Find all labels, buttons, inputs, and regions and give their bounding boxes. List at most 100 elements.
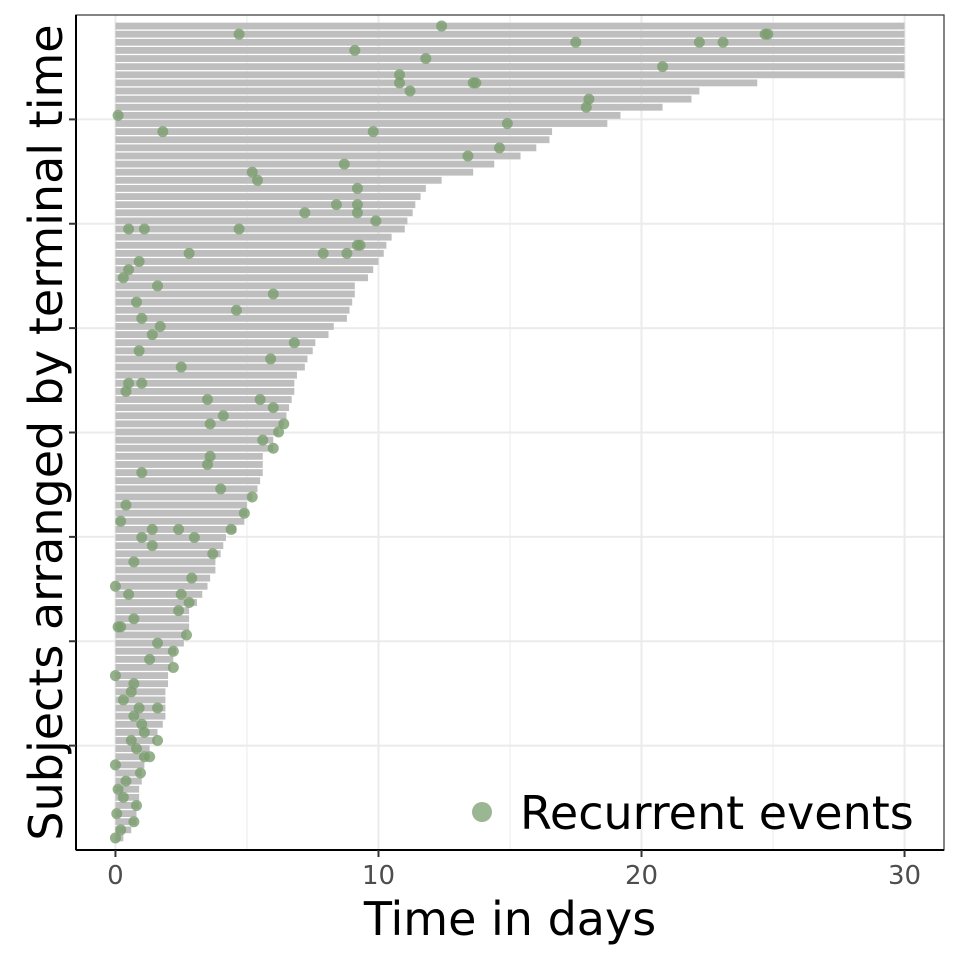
terminal-time-bar (115, 258, 379, 265)
recurrent-event-point (134, 767, 146, 779)
recurrent-event-point (217, 410, 229, 422)
terminal-time-bar (115, 298, 353, 306)
terminal-time-bar (115, 631, 187, 639)
terminal-time-bar (115, 266, 374, 274)
recurrent-event-point (299, 207, 311, 219)
terminal-time-bar (115, 753, 148, 761)
terminal-time-bar (115, 615, 190, 623)
recurrent-event-point (330, 199, 342, 211)
terminal-time-bar (115, 249, 384, 257)
terminal-time-bar (115, 802, 140, 809)
terminal-time-bar (115, 769, 142, 777)
terminal-time-bar (115, 509, 247, 517)
x-tick-label: 10 (362, 861, 395, 891)
terminal-time-bar (115, 696, 166, 704)
x-tick-label: 20 (625, 861, 658, 891)
recurrent-event-point (204, 418, 216, 430)
recurrent-event-point (186, 572, 198, 584)
recurrent-event-point (265, 353, 277, 365)
recurrent-event-point (215, 483, 227, 495)
terminal-time-bar (115, 47, 905, 54)
recurrent-event-point (144, 653, 156, 665)
terminal-time-bar (115, 339, 316, 347)
recurrent-event-point (133, 702, 145, 714)
recurrent-event-point (120, 775, 132, 787)
terminal-time-bar (115, 420, 284, 428)
terminal-time-bar (115, 574, 211, 582)
recurrent-event-point (338, 158, 350, 170)
recurrent-event-point (367, 126, 379, 138)
terminal-time-bar (115, 785, 140, 793)
recurrent-event-point (351, 207, 363, 219)
terminal-time-bar (115, 452, 263, 460)
terminal-time-bar (115, 371, 297, 379)
terminal-time-bar (115, 517, 245, 525)
terminal-time-bar (115, 404, 290, 412)
recurrent-event-point (470, 77, 482, 89)
terminal-time-bar (115, 558, 216, 566)
terminal-time-bar (115, 379, 295, 387)
terminal-time-bar (115, 136, 550, 144)
terminal-time-bar (115, 152, 521, 160)
recurrent-event-point (115, 515, 127, 527)
recurrent-event-point (115, 621, 127, 633)
recurrent-event-point (225, 523, 237, 535)
recurrent-event-point (462, 150, 474, 162)
recurrent-event-point (128, 613, 140, 625)
recurrent-event-point (180, 629, 192, 641)
terminal-time-bar (115, 607, 190, 615)
terminal-time-bar (115, 63, 905, 71)
recurrent-event-point (175, 588, 187, 600)
recurrent-event-point (173, 523, 185, 535)
recurrent-event-point (152, 702, 164, 714)
terminal-time-bar (115, 818, 137, 826)
legend: Recurrent events (472, 786, 914, 840)
terminal-time-bar (115, 55, 905, 62)
recurrent-event-point (278, 418, 290, 430)
recurrent-event-point (267, 442, 279, 454)
recurrent-event-point (394, 69, 406, 81)
recurrent-event-point (152, 280, 164, 292)
recurrent-event-point (123, 588, 135, 600)
recurrent-event-point (202, 394, 214, 406)
recurrent-event-point (109, 759, 121, 771)
terminal-time-bar (115, 647, 176, 655)
recurrent-event-point (136, 532, 148, 544)
terminal-time-bar (115, 477, 261, 485)
terminal-time-bar (115, 225, 405, 233)
terminal-time-bar (115, 363, 305, 371)
recurrent-event-point (117, 791, 129, 803)
recurrent-event-point (257, 434, 269, 446)
recurrent-event-point (117, 272, 129, 284)
terminal-time-bar (115, 412, 287, 420)
terminal-time-bar (115, 314, 347, 322)
terminal-time-bar (115, 688, 166, 696)
recurrent-event-point (351, 182, 363, 194)
recurrent-event-point (175, 361, 187, 373)
terminal-time-bar (115, 672, 169, 679)
terminal-time-bar (115, 761, 145, 769)
y-axis-title: Subjects arranged by terminal time (19, 24, 73, 840)
recurrent-event-point (128, 710, 140, 722)
terminal-time-bar (115, 233, 392, 241)
terminal-time-bar (115, 347, 313, 355)
recurrent-event-point (130, 743, 142, 755)
terminal-time-bar (115, 582, 208, 590)
recurrent-event-point (267, 288, 279, 300)
recurrent-event-point (112, 783, 124, 795)
recurrent-event-point (146, 329, 158, 341)
point-layer (109, 20, 774, 844)
recurrent-event-point (146, 540, 158, 552)
recurrent-event-point (154, 320, 166, 332)
recurrent-event-point (144, 751, 156, 763)
recurrent-event-point (109, 832, 121, 844)
recurrent-event-point (130, 296, 142, 308)
recurrent-event-point (111, 808, 123, 820)
terminal-time-bar (115, 323, 334, 330)
recurrent-event-point (109, 580, 121, 592)
recurrent-event-point (657, 61, 669, 73)
terminal-time-bar (115, 95, 692, 103)
terminal-time-bar (115, 566, 216, 574)
